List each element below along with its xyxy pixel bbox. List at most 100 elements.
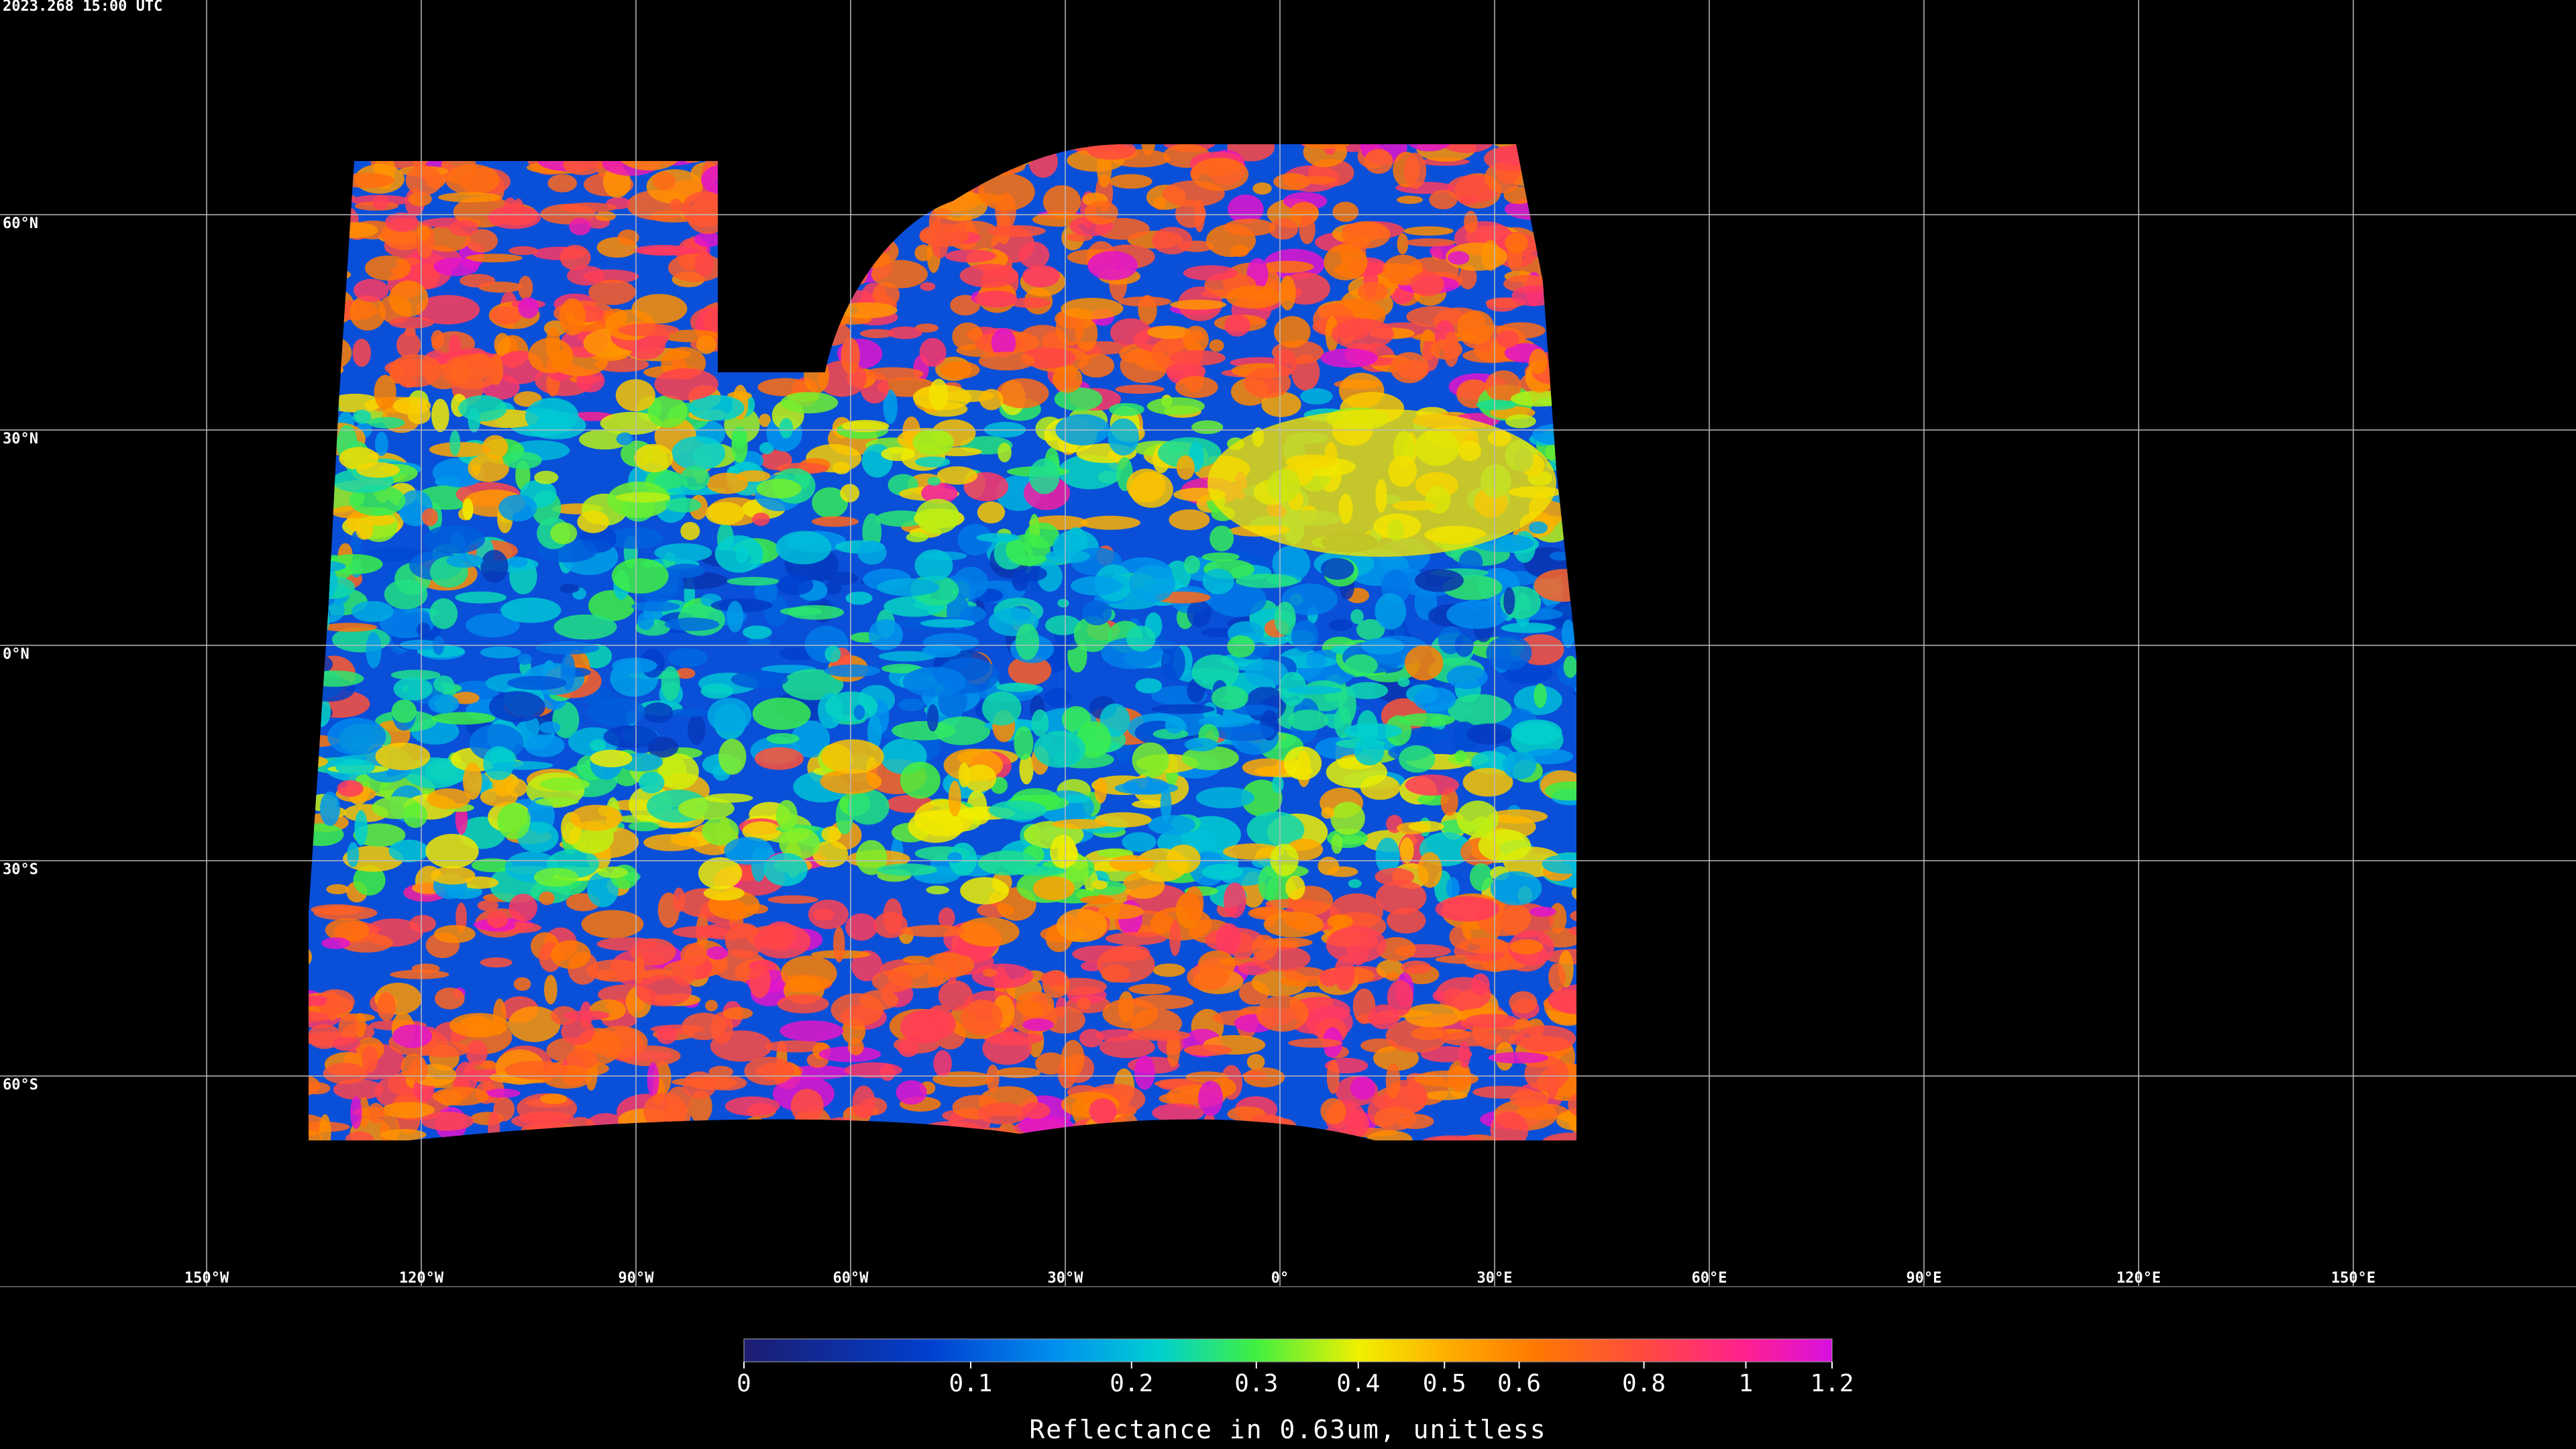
cloud-patch — [1022, 264, 1060, 288]
cloud-patch — [1556, 1110, 1576, 1130]
cloud-patch — [587, 871, 619, 908]
cloud-patch — [687, 714, 706, 745]
cloud-patch — [998, 442, 1012, 463]
cloud-patch — [1109, 174, 1152, 189]
colorbar-tick-label: 0.5 — [1423, 1370, 1466, 1397]
cloud-patch — [1152, 227, 1193, 255]
cloud-patch — [384, 212, 419, 232]
cloud-patch — [366, 632, 382, 669]
cloud-patch — [991, 328, 1016, 358]
cloud-patch — [1548, 963, 1566, 991]
cloud-patch — [488, 691, 545, 722]
cloud-patch — [1183, 555, 1200, 574]
cloud-patch — [1042, 185, 1081, 219]
cloud-patch — [919, 223, 969, 248]
cloud-patch — [433, 257, 479, 276]
cloud-patch — [1185, 1071, 1229, 1083]
cloud-patch — [724, 922, 763, 959]
cloud-patch — [544, 975, 557, 1005]
cloud-patch — [618, 323, 679, 337]
cloud-patch — [1281, 583, 1338, 616]
colorbar — [743, 1338, 1833, 1362]
cloud-patch — [368, 417, 405, 429]
cloud-patch — [996, 378, 1049, 409]
cloud-patch — [375, 743, 431, 771]
cloud-patch — [433, 924, 476, 943]
cloud-patch — [1429, 190, 1458, 210]
cloud-patch — [1135, 848, 1188, 882]
cloud-patch — [1435, 896, 1500, 922]
cloud-patch — [561, 1018, 595, 1045]
cloud-patch — [1169, 299, 1227, 310]
cloud-patch — [1561, 619, 1575, 648]
cloud-patch — [902, 924, 966, 937]
cloud-patch — [705, 1000, 718, 1012]
cloud-patch — [1529, 521, 1548, 534]
cloud-patch — [1454, 750, 1467, 763]
cloud-patch — [957, 524, 993, 555]
cloud-patch — [1169, 350, 1226, 366]
cloud-patch — [1008, 865, 1067, 876]
cloud-patch — [1324, 244, 1368, 280]
cloud-patch — [559, 298, 586, 335]
cloud-patch — [945, 249, 997, 263]
longitude-label: 90°W — [619, 1270, 655, 1287]
cloud-patch — [390, 669, 441, 680]
cloud-patch — [812, 516, 859, 527]
cloud-patch — [1397, 677, 1410, 688]
cloud-patch — [1045, 615, 1081, 635]
cloud-patch — [875, 510, 928, 527]
cloud-patch — [764, 1040, 828, 1053]
cloud-patch — [898, 1039, 919, 1057]
cloud-patch — [1061, 794, 1091, 804]
cloud-patch — [824, 664, 881, 678]
cloud-patch — [1057, 598, 1069, 608]
cloud-patch — [974, 290, 1018, 308]
cloud-patch — [539, 721, 561, 734]
cloud-patch — [421, 508, 438, 527]
cloud-patch — [1118, 296, 1172, 307]
cloud-patch — [1448, 694, 1512, 725]
cloud-patch — [425, 834, 479, 869]
cloud-patch — [714, 535, 763, 573]
cloud-patch — [1097, 946, 1155, 983]
cloud-patch — [1457, 195, 1479, 205]
colorbar-tick-label: 1 — [1739, 1370, 1754, 1397]
cloud-patch — [463, 763, 482, 800]
cloud-patch — [535, 797, 579, 806]
cloud-patch — [1524, 1055, 1569, 1092]
cloud-patch — [1290, 919, 1308, 930]
cloud-patch — [643, 702, 674, 723]
cloud-patch — [309, 1011, 333, 1022]
cloud-patch — [513, 977, 531, 991]
cloud-patch — [872, 282, 900, 308]
cloud-patch — [508, 246, 539, 256]
cloud-patch — [938, 907, 955, 928]
cloud-patch — [812, 487, 848, 519]
cloud-patch — [1327, 914, 1353, 928]
cloud-patch — [1405, 774, 1459, 796]
cloud-patch — [1129, 564, 1175, 602]
cloud-patch — [1187, 599, 1212, 628]
cloud-patch — [881, 447, 916, 462]
cloud-patch — [1458, 550, 1483, 574]
cloud-patch — [325, 991, 340, 1021]
cloud-patch — [647, 395, 688, 428]
cloud-patch — [494, 333, 511, 357]
cloud-patch — [356, 518, 374, 540]
cloud-patch — [482, 435, 508, 460]
cloud-patch — [327, 717, 386, 755]
cloud-patch — [1032, 876, 1075, 901]
cloud-patch — [1261, 260, 1314, 273]
cloud-patch — [1201, 863, 1243, 880]
cloud-patch — [365, 255, 411, 281]
cloud-patch — [1346, 682, 1389, 700]
cloud-patch — [1466, 723, 1513, 745]
cloud-patch — [358, 1097, 370, 1128]
cloud-patch — [724, 1096, 780, 1116]
cloud-patch — [1375, 879, 1427, 914]
cloud-patch — [356, 462, 400, 478]
cloud-patch — [922, 643, 961, 658]
cloud-patch — [559, 202, 617, 213]
cloud-patch — [1031, 709, 1049, 737]
